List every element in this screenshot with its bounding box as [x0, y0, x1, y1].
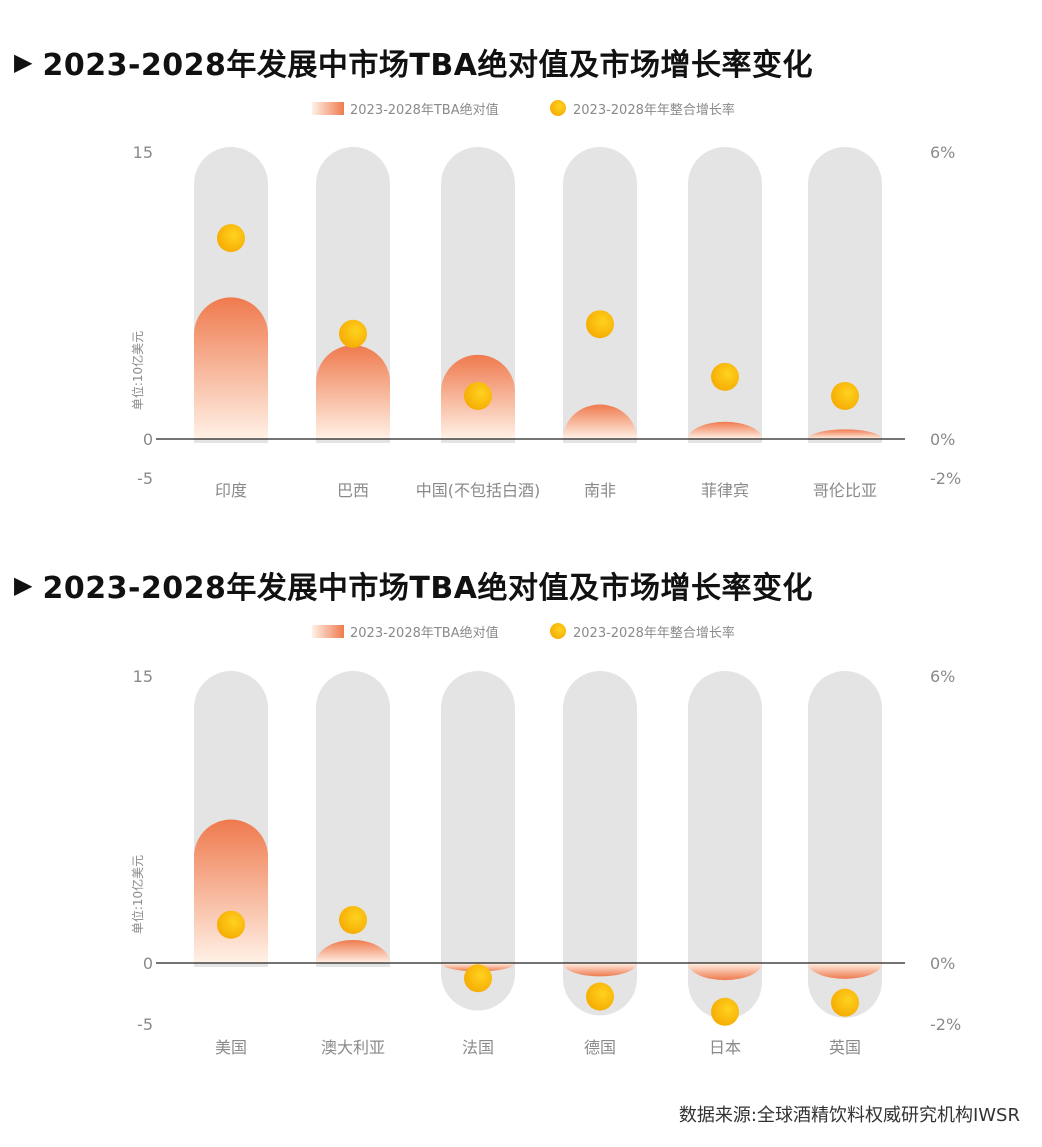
growth-dot [464, 964, 492, 993]
legend-bar-swatch [312, 102, 344, 115]
chart-title-row-2: ▶ 2023-2028年发展中市场TBA绝对值及市场增长率变化 [14, 563, 813, 607]
play-triangle-icon: ▶ [14, 571, 33, 599]
category-label: 印度 [215, 481, 247, 500]
category-label: 南非 [584, 481, 616, 500]
y-right-tick-label: -2% [930, 1015, 961, 1034]
legend-bar-label: 2023-2028年TBA绝对值 [350, 102, 499, 118]
legend-dot-swatch [550, 100, 566, 116]
category-label: 英国 [829, 1038, 861, 1057]
growth-dot [217, 224, 245, 253]
y-left-tick-label: 15 [133, 667, 153, 686]
growth-dot [339, 319, 367, 348]
legend-dot-label: 2023-2028年年整合增长率 [573, 625, 735, 641]
growth-dot [217, 910, 245, 939]
category-label: 美国 [215, 1038, 247, 1057]
legend-bar-swatch [312, 625, 344, 638]
bar [808, 429, 882, 439]
y-axis-label: 单位:10亿美元 [130, 331, 145, 410]
legend: 2023-2028年TBA绝对值 2023-2028年年整合增长率 [312, 100, 735, 118]
chart-title: 2023-2028年发展中市场TBA绝对值及市场增长率变化 [42, 48, 813, 83]
growth-dot [711, 362, 739, 391]
growth-dot [586, 310, 614, 339]
category-group: 巴西 [316, 147, 390, 500]
bar [316, 940, 390, 963]
category-group: 南非 [563, 147, 637, 500]
chart-2: 2023-2028年TBA绝对值 2023-2028年年整合增长率 15 0 -5 6% 0… [130, 623, 961, 1057]
bar-track [808, 147, 882, 443]
legend-dot-label: 2023-2028年年整合增长率 [573, 102, 735, 118]
bar-track [563, 671, 637, 1016]
legend-dot-swatch [550, 623, 566, 639]
bar-track [688, 147, 762, 443]
chart-1: 2023-2028年TBA绝对值 2023-2028年年整合增长率 15 0 -5 6% 0… [130, 100, 961, 500]
y-left-tick-label: 15 [133, 143, 153, 162]
category-group: 哥伦比亚 [808, 147, 882, 500]
growth-dot [831, 381, 859, 410]
bar [563, 963, 637, 977]
growth-dot [711, 997, 739, 1026]
legend: 2023-2028年TBA绝对值 2023-2028年年整合增长率 [312, 623, 735, 641]
legend-item-dot: 2023-2028年年整合增长率 [550, 100, 735, 118]
y-left-tick-label: -5 [137, 469, 153, 488]
category-group: 印度 [194, 147, 268, 500]
bar [808, 963, 882, 979]
y-right-tick-label: 0% [930, 954, 955, 973]
growth-dot [586, 982, 614, 1011]
category-group: 日本 [688, 671, 762, 1057]
category-group: 澳大利亚 [316, 671, 390, 1057]
category-label: 菲律宾 [701, 481, 749, 500]
category-group: 中国(不包括白酒) [416, 147, 541, 500]
category-label: 澳大利亚 [321, 1038, 385, 1057]
y-left-tick-label: 0 [143, 430, 153, 449]
category-label: 德国 [584, 1038, 616, 1057]
chart-title-row-1: ▶ 2023-2028年发展中市场TBA绝对值及市场增长率变化 [14, 40, 813, 84]
category-label: 哥伦比亚 [813, 481, 877, 500]
bar-track [688, 671, 762, 1020]
category-label: 日本 [709, 1038, 741, 1057]
bar-track [441, 671, 515, 1011]
bar-track [316, 671, 390, 967]
legend-item-bar: 2023-2028年TBA绝对值 [312, 102, 499, 118]
bar-track [808, 671, 882, 1018]
y-left-tick-label: -5 [137, 1015, 153, 1034]
growth-dot [464, 381, 492, 410]
category-group: 美国 [194, 671, 268, 1057]
legend-bar-label: 2023-2028年TBA绝对值 [350, 625, 499, 641]
bar [563, 404, 637, 439]
bar [194, 297, 268, 439]
chart-title: 2023-2028年发展中市场TBA绝对值及市场增长率变化 [42, 571, 813, 606]
category-label: 中国(不包括白酒) [416, 481, 541, 500]
category-group: 德国 [563, 671, 637, 1057]
bar [194, 819, 268, 963]
y-axis-label: 单位:10亿美元 [130, 855, 145, 934]
category-group: 英国 [808, 671, 882, 1057]
legend-item-dot: 2023-2028年年整合增长率 [550, 623, 735, 641]
growth-dot [339, 905, 367, 934]
category-group: 法国 [441, 671, 515, 1057]
y-right-tick-label: 6% [930, 667, 955, 686]
category-label: 巴西 [337, 481, 369, 500]
y-left-tick-label: 0 [143, 954, 153, 973]
bar [688, 963, 762, 981]
legend-item-bar: 2023-2028年TBA绝对值 [312, 625, 499, 641]
y-right-tick-label: 6% [930, 143, 955, 162]
play-triangle-icon: ▶ [14, 48, 33, 76]
bar [688, 421, 762, 439]
y-right-tick-label: 0% [930, 430, 955, 449]
bar-track [563, 147, 637, 443]
bar [316, 345, 390, 439]
category-group: 菲律宾 [688, 147, 762, 500]
data-source-note: 数据来源:全球酒精饮料权威研究机构IWSR [678, 1105, 1020, 1126]
growth-dot [831, 988, 859, 1017]
y-right-tick-label: -2% [930, 469, 961, 488]
category-label: 法国 [462, 1038, 494, 1057]
